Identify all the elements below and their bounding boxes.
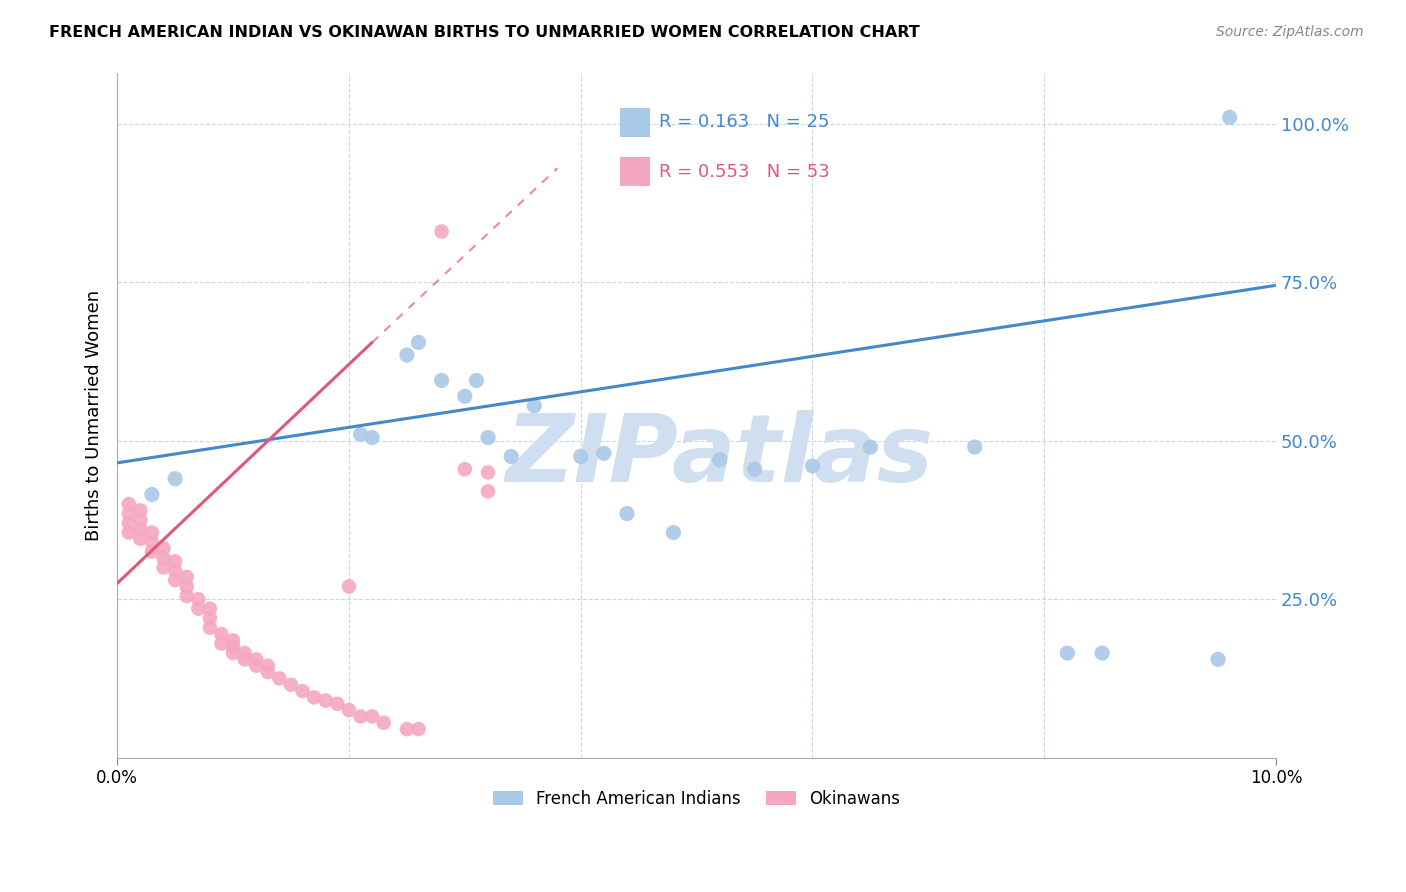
Point xyxy=(349,427,371,442)
Point xyxy=(523,399,546,413)
Point xyxy=(430,224,453,238)
Point xyxy=(141,487,163,501)
Point xyxy=(211,636,233,650)
Point xyxy=(801,458,824,473)
Point xyxy=(141,544,163,558)
Point xyxy=(141,535,163,549)
Point xyxy=(256,658,278,673)
Point xyxy=(477,430,499,444)
Point xyxy=(129,523,152,537)
Point xyxy=(662,525,685,540)
Point xyxy=(326,697,349,711)
Point xyxy=(408,722,430,736)
Point xyxy=(859,440,882,454)
Point xyxy=(395,722,418,736)
Point xyxy=(129,513,152,527)
Point xyxy=(395,348,418,362)
Text: ZIPatlas: ZIPatlas xyxy=(506,410,934,502)
Point xyxy=(430,374,453,388)
Point xyxy=(315,693,337,707)
Point xyxy=(373,715,395,730)
Point xyxy=(211,627,233,641)
Point xyxy=(465,374,488,388)
Text: R = 0.163   N = 25: R = 0.163 N = 25 xyxy=(659,113,830,131)
Point xyxy=(187,592,209,607)
Point xyxy=(222,633,245,648)
Point xyxy=(198,611,221,625)
Point xyxy=(337,703,360,717)
Point xyxy=(744,462,766,476)
Point xyxy=(141,525,163,540)
Point xyxy=(454,389,477,403)
Point xyxy=(176,579,198,593)
Point xyxy=(152,560,174,574)
Point xyxy=(118,507,141,521)
Point xyxy=(569,450,592,464)
Point xyxy=(361,709,384,723)
Point xyxy=(592,446,614,460)
Point xyxy=(709,452,731,467)
Point xyxy=(118,497,141,511)
Point xyxy=(1206,652,1229,666)
Bar xyxy=(620,157,650,186)
Point xyxy=(1091,646,1114,660)
Point xyxy=(302,690,325,705)
Bar xyxy=(620,108,650,136)
Point xyxy=(165,472,187,486)
Point xyxy=(256,665,278,679)
Point xyxy=(187,601,209,615)
Point xyxy=(963,440,986,454)
Point xyxy=(245,658,267,673)
Point xyxy=(198,601,221,615)
Point xyxy=(165,554,187,568)
Point xyxy=(222,640,245,654)
Point xyxy=(165,564,187,578)
Point xyxy=(361,430,384,444)
Point xyxy=(152,541,174,556)
Point xyxy=(280,678,302,692)
Point xyxy=(152,551,174,566)
Point xyxy=(198,621,221,635)
Point xyxy=(118,516,141,530)
Point xyxy=(176,589,198,603)
Legend: French American Indians, Okinawans: French American Indians, Okinawans xyxy=(486,783,907,814)
Point xyxy=(1056,646,1078,660)
Point xyxy=(118,525,141,540)
Text: Source: ZipAtlas.com: Source: ZipAtlas.com xyxy=(1216,25,1364,39)
Text: FRENCH AMERICAN INDIAN VS OKINAWAN BIRTHS TO UNMARRIED WOMEN CORRELATION CHART: FRENCH AMERICAN INDIAN VS OKINAWAN BIRTH… xyxy=(49,25,920,40)
Y-axis label: Births to Unmarried Women: Births to Unmarried Women xyxy=(86,290,103,541)
Point xyxy=(165,573,187,587)
Point xyxy=(269,672,291,686)
Point xyxy=(222,646,245,660)
Point xyxy=(233,652,256,666)
Point xyxy=(245,652,267,666)
Point xyxy=(349,709,371,723)
Point xyxy=(616,507,638,521)
Point xyxy=(129,503,152,517)
Point xyxy=(1219,111,1241,125)
Point xyxy=(501,450,523,464)
Point xyxy=(477,484,499,499)
Point xyxy=(291,684,314,698)
Point xyxy=(176,570,198,584)
Point xyxy=(454,462,477,476)
Point xyxy=(233,646,256,660)
Point xyxy=(477,466,499,480)
Point xyxy=(337,579,360,593)
Point xyxy=(129,532,152,546)
Point xyxy=(408,335,430,350)
Text: R = 0.553   N = 53: R = 0.553 N = 53 xyxy=(659,162,830,180)
